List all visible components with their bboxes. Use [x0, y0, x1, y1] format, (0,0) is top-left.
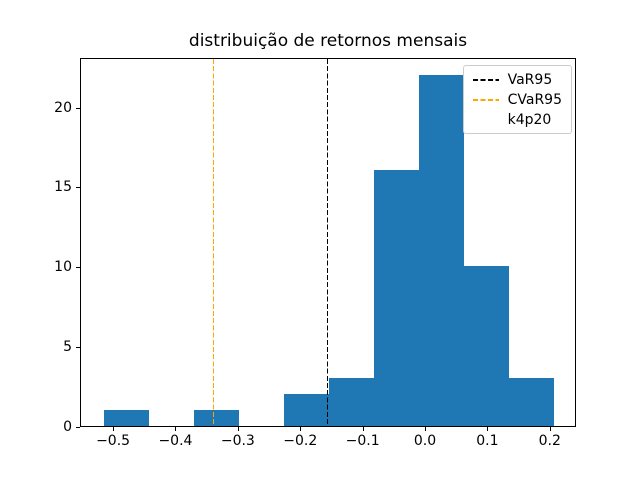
histogram-bar [463, 266, 509, 426]
x-tick-label: −0.3 [220, 433, 255, 449]
y-tick-mark [76, 187, 80, 189]
histogram-bar [283, 394, 329, 426]
vline-var95 [326, 59, 329, 426]
y-tick-mark [76, 267, 80, 269]
histogram-bar [103, 410, 149, 426]
legend-label-k4p20: k4p20 [507, 111, 552, 128]
legend-entry-cvar95: CVaR95 [472, 91, 562, 108]
cvar95-dashed-line-icon [472, 98, 499, 101]
y-tick-mark [76, 107, 80, 109]
x-tick-mark [362, 427, 364, 431]
x-tick-label: −0.4 [158, 433, 193, 449]
plot-area: VaR95 CVaR95 k4p20 [80, 58, 576, 427]
x-tick-label: 0.0 [413, 433, 437, 449]
y-tick-mark [76, 427, 80, 428]
histogram-bars-layer [81, 59, 575, 426]
legend-label-cvar95: CVaR95 [507, 91, 562, 108]
x-tick-label: −0.1 [345, 433, 380, 449]
x-tick-mark [113, 427, 115, 431]
legend-entry-k4p20: k4p20 [473, 111, 562, 128]
x-tick-mark [425, 427, 427, 431]
y-tick-label: 15 [54, 179, 72, 196]
x-tick-mark [237, 427, 239, 431]
vline-cvar95 [212, 59, 214, 426]
histogram-bar [508, 378, 554, 426]
x-tick-label: 0.1 [476, 433, 499, 449]
x-tick-label: −0.5 [96, 433, 131, 449]
empty-legend-handle [473, 119, 499, 121]
var95-dashed-line-icon [472, 78, 499, 81]
vlines-layer [81, 59, 575, 426]
y-tick-label: 20 [54, 99, 72, 116]
y-tick-label: 0 [63, 419, 72, 435]
x-tick-mark [175, 427, 177, 431]
x-tick-label: −0.2 [283, 433, 318, 449]
x-tick-mark [300, 427, 302, 431]
legend-label-var95: VaR95 [507, 71, 553, 88]
y-tick-label: 5 [63, 339, 72, 356]
x-tick-mark [487, 427, 489, 431]
x-tick-label: 0.2 [538, 433, 561, 449]
y-tick-label: 10 [54, 259, 72, 276]
chart-title: distribuição de retornos mensais [188, 31, 468, 51]
histogram-bar [193, 410, 239, 426]
legend: VaR95 CVaR95 k4p20 [462, 65, 572, 134]
x-tick-mark [549, 427, 551, 431]
histogram-bar [418, 74, 464, 426]
histogram-bar [373, 170, 419, 426]
y-tick-mark [76, 347, 80, 349]
legend-entry-var95: VaR95 [472, 71, 562, 88]
histogram-bar [328, 378, 374, 426]
